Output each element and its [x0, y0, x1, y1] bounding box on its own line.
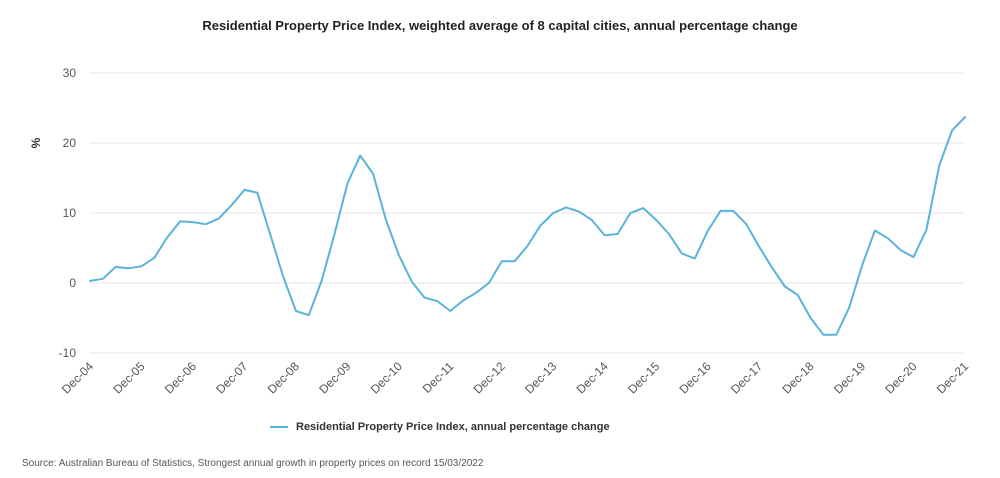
x-tick-label: Dec-11: [420, 359, 457, 396]
x-tick-label: Dec-12: [471, 359, 508, 396]
x-tick-label: Dec-14: [574, 359, 611, 396]
x-tick-label: Dec-08: [265, 359, 302, 396]
legend: Residential Property Price Index, annual…: [270, 421, 610, 433]
x-tick-label: Dec-15: [625, 359, 662, 396]
chart-title: Residential Property Price Index, weight…: [202, 18, 798, 33]
x-tick-label: Dec-20: [882, 359, 919, 396]
series-line: [89, 116, 966, 336]
y-tick-label: 30: [63, 66, 77, 80]
y-tick-label: 10: [63, 206, 77, 220]
x-tick-label: Dec-21: [934, 359, 971, 396]
y-tick-label: 0: [69, 276, 76, 290]
x-tick-label: Dec-17: [728, 359, 765, 396]
x-tick-label: Dec-04: [59, 359, 96, 396]
legend-label: Residential Property Price Index, annual…: [296, 421, 610, 433]
x-tick-label: Dec-19: [831, 359, 868, 396]
y-tick-label: 20: [63, 136, 77, 150]
x-tick-label: Dec-05: [110, 359, 147, 396]
x-tick-label: Dec-13: [522, 359, 559, 396]
x-tick-label: Dec-16: [677, 359, 714, 396]
y-tick-label: -10: [59, 346, 77, 360]
source-note: Source: Australian Bureau of Statistics,…: [22, 458, 484, 469]
legend-swatch: [270, 426, 288, 428]
x-tick-label: Dec-18: [779, 359, 816, 396]
x-tick-label: Dec-07: [213, 359, 250, 396]
x-tick-label: Dec-06: [162, 359, 199, 396]
x-tick-label: Dec-10: [368, 359, 405, 396]
y-axis-label: %: [29, 137, 43, 148]
x-tick-label: Dec-09: [316, 359, 353, 396]
